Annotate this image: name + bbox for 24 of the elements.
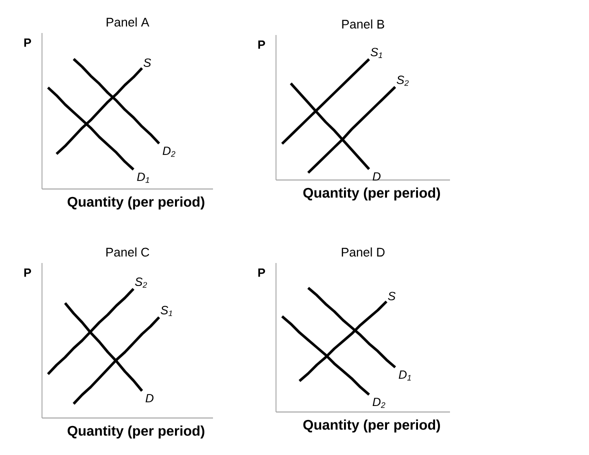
series-label: S$_{2}$ (396, 76, 409, 86)
x-axis-title: Quantity (per period) (68, 196, 204, 210)
y-axis-title: P (24, 38, 32, 47)
x-axis-title: Quantity (per period) (68, 426, 204, 439)
series-label: D (146, 394, 154, 402)
y-axis-title: P (258, 40, 266, 49)
series-label: S$_{1}$ (160, 306, 172, 316)
series-label: D (372, 172, 381, 181)
series-label: D$_{2}$ (372, 398, 386, 408)
series-label: S$_{2}$ (135, 278, 147, 288)
series-label: S (388, 292, 396, 300)
series-label: S (144, 58, 152, 67)
chart-title: Panel D (342, 247, 385, 257)
series-label: D$_{2}$ (162, 146, 176, 157)
series-label: D$_{1}$ (398, 370, 411, 381)
y-axis-title: P (24, 268, 32, 277)
chart-title: Panel C (106, 247, 150, 257)
y-axis-title: P (258, 268, 266, 277)
x-axis-title: Quantity (per period) (303, 188, 440, 201)
series-label: D$_{1}$ (137, 172, 150, 183)
chart-title: Panel A (106, 17, 150, 27)
x-axis-title: Quantity (per period) (303, 420, 440, 433)
series-label: S$_{1}$ (370, 48, 382, 58)
chart-title: Panel B (342, 19, 384, 29)
